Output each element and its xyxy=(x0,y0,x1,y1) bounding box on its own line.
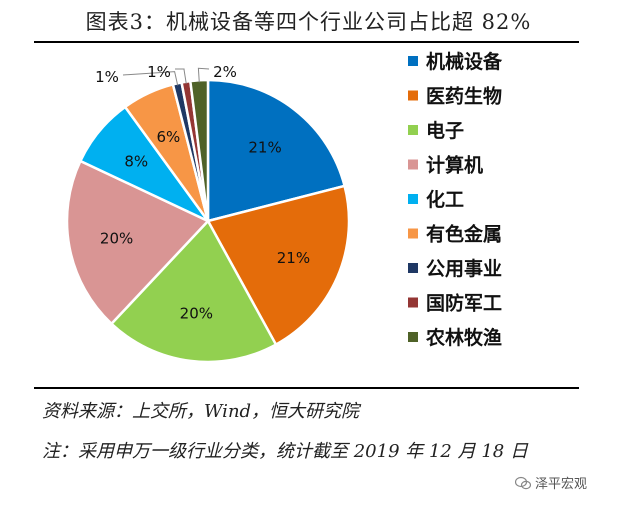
top-rule xyxy=(34,41,579,43)
leader-line-7 xyxy=(122,71,179,86)
legend-label-1: 机械设备 xyxy=(426,50,503,73)
watermark-label: 泽平宏观 xyxy=(534,477,587,492)
pie-label-2: 21% xyxy=(277,249,310,267)
legend-label-7: 公用事业 xyxy=(426,257,502,280)
legend-label-2: 医药生物 xyxy=(426,85,502,108)
legend-swatch-7 xyxy=(408,263,418,273)
wechat-icon xyxy=(514,476,531,489)
pie-label-7: 1% xyxy=(95,68,119,86)
chart-title: 图表3：机械设备等四个行业公司占比超 82% xyxy=(85,10,532,34)
legend-swatch-8 xyxy=(408,297,418,308)
legend-label-3: 电子 xyxy=(426,119,464,142)
pie-label-1: 21% xyxy=(248,138,281,156)
legend-label-8: 国防军工 xyxy=(426,292,502,315)
note-text: 注：采用申万一级行业分类，统计截至 2019 年 12 月 18 日 xyxy=(42,441,528,462)
pie-label-9: 2% xyxy=(213,63,237,81)
legend-swatch-3 xyxy=(408,125,418,135)
pie-label-3: 20% xyxy=(180,304,213,322)
pie-chart: 21% 21% 20% 20% 8% 6% 1% 1% 2% 机械设备医药生物电子计算机化工有色金… xyxy=(65,50,503,364)
pie-slice-1 xyxy=(206,78,347,223)
legend-swatch-1 xyxy=(408,56,418,66)
leader-line-9 xyxy=(197,67,210,83)
pie-slice-3 xyxy=(109,218,278,364)
pie-label-5: 8% xyxy=(124,153,148,171)
legend-swatch-9 xyxy=(408,332,418,342)
legend-swatch-5 xyxy=(408,194,418,204)
legend-swatch-2 xyxy=(408,90,418,101)
bottom-rule xyxy=(34,387,579,389)
legend-label-9: 农林牧渔 xyxy=(425,326,502,349)
watermark: 泽平宏观 xyxy=(514,473,587,492)
pie-label-8: 1% xyxy=(147,63,171,81)
pie-label-6: 6% xyxy=(156,128,180,146)
legend-swatch-4 xyxy=(408,159,418,170)
legend-label-5: 化工 xyxy=(426,188,464,211)
pie-slice-2 xyxy=(206,184,351,347)
legend-swatch-6 xyxy=(408,228,418,239)
source-text: 资料来源：上交所，Wind，恒大研究院 xyxy=(42,401,360,422)
pie-label-4: 20% xyxy=(100,229,133,247)
pie-slice-4 xyxy=(65,159,211,326)
legend-label-6: 有色金属 xyxy=(426,223,502,246)
leader-line-8 xyxy=(175,68,187,84)
legend-label-4: 计算机 xyxy=(426,154,483,177)
